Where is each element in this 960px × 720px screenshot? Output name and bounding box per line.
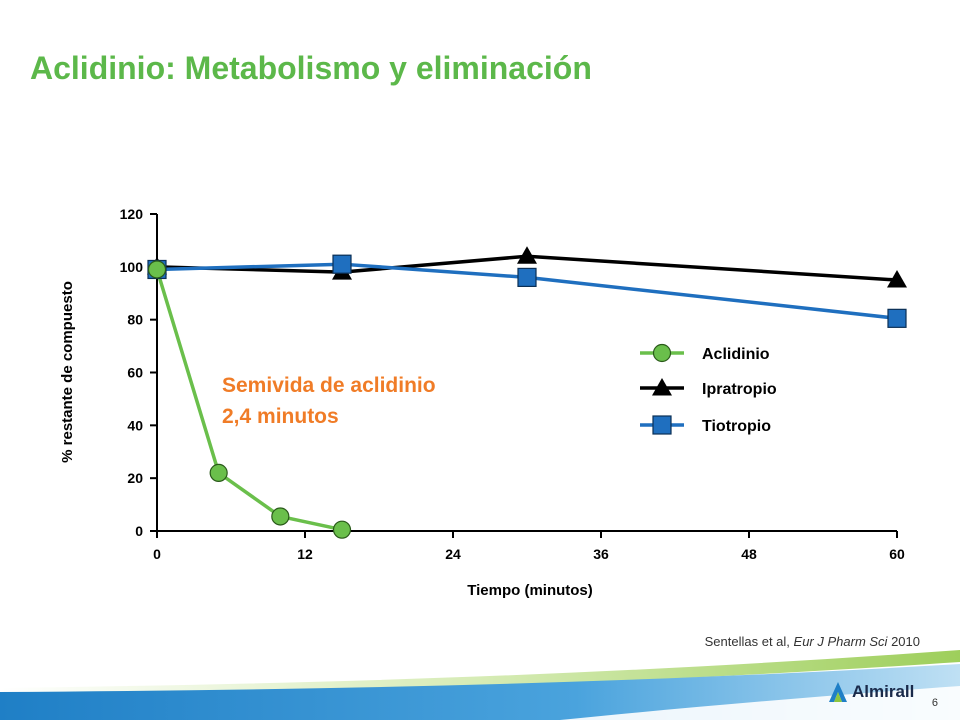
x-tick-label: 0: [153, 546, 161, 562]
legend-label-ipratropio: Ipratropio: [702, 381, 777, 398]
annotation-line-1: Semivida de aclidinio: [222, 374, 436, 397]
y-tick-label: 100: [120, 259, 144, 275]
data-point-aclidinio: [209, 463, 228, 482]
legend-marker-tiotropio: [652, 415, 672, 435]
legend-marker-aclidinio: [652, 343, 672, 363]
almirall-logo-icon: [829, 682, 847, 702]
data-point-ipratropio: [517, 246, 537, 264]
data-point-tiotropio: [887, 308, 907, 328]
chart-legend: Aclidinio Ipratropio Tiotropio: [640, 343, 777, 435]
x-tick-label: 24: [445, 546, 461, 562]
series-line-aclidinio: [155, 268, 343, 532]
data-point-aclidinio: [147, 260, 167, 279]
y-tick-label: 80: [127, 312, 143, 328]
page-number: 6: [931, 697, 938, 709]
y-tick-label: 0: [135, 523, 143, 539]
data-point-ipratropio: [887, 270, 907, 288]
y-tick-label: 120: [120, 206, 144, 222]
y-axis-label: % restante de compuesto: [59, 281, 76, 463]
x-tick-label: 12: [297, 546, 313, 562]
chart-ticks: 0 20 40 60 80 100 120 0 12 24 36 48 60: [120, 206, 905, 562]
y-tick-label: 20: [127, 470, 143, 486]
citation-authors: Sentellas et al,: [704, 634, 794, 649]
annotation-line-2: 2,4 minutos: [222, 405, 339, 428]
data-point-tiotropio: [517, 267, 537, 287]
series-line-tiotropio: [156, 262, 898, 321]
chart-markers: [147, 246, 907, 539]
footer-swoosh: [0, 650, 960, 720]
y-tick-label: 40: [127, 417, 143, 433]
data-point-tiotropio: [332, 254, 352, 274]
x-tick-label: 48: [741, 546, 757, 562]
almirall-logo-text: Almirall: [852, 682, 915, 701]
x-tick-label: 36: [593, 546, 609, 562]
x-axis-label: Tiempo (minutos): [467, 582, 593, 599]
y-tick-label: 60: [127, 365, 143, 381]
legend-label-aclidinio: Aclidinio: [702, 346, 770, 363]
citation: Sentellas et al, Eur J Pharm Sci 2010: [705, 634, 920, 649]
line-chart: 0 20 40 60 80 100 120 0 12 24 36 48 60 Aclidinio Ipra…: [59, 206, 907, 599]
citation-year: 2010: [887, 634, 920, 649]
series-line-ipratropio: [156, 254, 898, 282]
legend-label-tiotropio: Tiotropio: [702, 418, 771, 435]
citation-journal: Eur J Pharm Sci: [793, 634, 888, 649]
data-point-aclidinio: [332, 520, 352, 539]
almirall-logo: Almirall: [828, 680, 914, 704]
slide-title: Aclidinio: Metabolismo y eliminación: [30, 50, 592, 86]
chart-series-lines: [155, 254, 898, 532]
x-tick-label: 60: [889, 546, 905, 562]
data-point-aclidinio: [271, 507, 290, 526]
legend-marker-ipratropio: [652, 378, 672, 396]
